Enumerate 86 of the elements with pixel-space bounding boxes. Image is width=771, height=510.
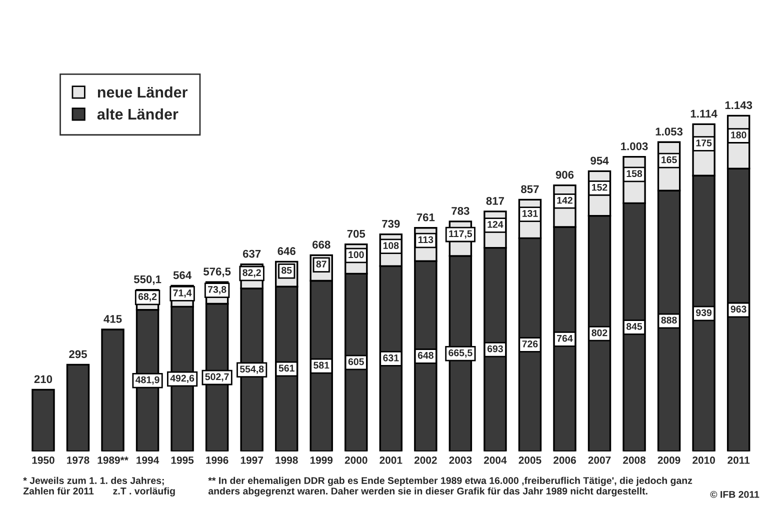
total-label: 1.114: [690, 110, 718, 118]
bar: [66, 364, 90, 452]
data-label: 152: [592, 184, 608, 191]
total-label: 550,1: [134, 275, 162, 285]
data-label: 180: [731, 132, 746, 138]
data-label: 648: [418, 352, 434, 359]
data-label: 963: [730, 306, 746, 313]
x-tick-label: 2010: [692, 456, 715, 464]
data-label: 117,5: [449, 230, 472, 239]
total-label: 1.053: [656, 128, 683, 136]
x-tick-label: 2002: [414, 456, 437, 464]
text: ** In der ehemaligen DDR gab es Ende September 1989 etwa 16.000 ‚freiberuflich Tätige', die jedoch ganz anders abgegrenzt waren. Daher werden sie in dieser Grafik für das Jahr 1989 nicht dargestellt.: [208, 476, 692, 496]
x-tick-label: 2008: [623, 456, 646, 464]
x-tick-label: 2003: [449, 456, 472, 464]
data-label: 554,8: [240, 366, 264, 374]
legend-label: neue Länder: [98, 86, 188, 98]
data-label: 82,2: [242, 269, 261, 278]
total-label: 705: [347, 230, 366, 238]
data-label: 631: [383, 354, 399, 362]
total-label: 1.143: [725, 101, 752, 110]
data-label: 87: [316, 260, 326, 268]
data-label: 142: [557, 196, 572, 204]
bar: [101, 328, 124, 452]
data-label: 108: [383, 242, 399, 250]
data-label: 693: [487, 345, 503, 352]
x-tick-label: 2006: [554, 456, 576, 464]
x-tick-label: 1995: [171, 456, 194, 464]
total-label: 564: [173, 271, 192, 280]
data-label: 888: [661, 316, 677, 324]
x-tick-label: 2004: [484, 456, 507, 464]
total-label: 646: [278, 247, 296, 256]
total-label: 857: [521, 185, 539, 194]
total-label: 739: [382, 220, 400, 228]
data-label: 561: [278, 364, 294, 372]
data-label: 492,6: [170, 374, 194, 384]
x-tick-label: 1989**: [98, 456, 128, 464]
x-tick-label: 1997: [240, 456, 263, 464]
data-label: 165: [662, 156, 677, 164]
data-label: 726: [522, 340, 538, 348]
data-label: 131: [522, 210, 538, 217]
data-label: 175: [696, 140, 712, 146]
total-label: 415: [104, 315, 122, 323]
total-label: 210: [34, 375, 52, 384]
total-label: 761: [416, 213, 435, 222]
data-label: 68,2: [138, 293, 157, 302]
x-tick-label: 2005: [518, 456, 542, 464]
data-label: 502,7: [205, 373, 229, 382]
x-tick-label: 1950: [32, 456, 54, 464]
data-label: 764: [557, 334, 573, 342]
total-label: 295: [69, 350, 87, 358]
x-tick-label: 2007: [588, 456, 611, 464]
total-label: 817: [486, 196, 504, 205]
x-tick-label: 1998: [276, 456, 298, 464]
data-label: 845: [626, 323, 642, 330]
total-label: 906: [556, 170, 574, 179]
x-tick-label: 2001: [380, 456, 402, 464]
data-label: 113: [418, 236, 434, 244]
data-label: 124: [488, 221, 504, 228]
data-label: 481,9: [136, 376, 160, 385]
total-label: 783: [452, 206, 470, 215]
data-label: 939: [696, 309, 712, 316]
legend-label: alte Länder: [97, 108, 178, 120]
text: © IFB 2011: [710, 490, 760, 498]
data-label: 802: [592, 329, 608, 336]
data-label: 85: [282, 266, 292, 274]
data-label: 581: [314, 362, 330, 369]
x-tick-label: 2011: [728, 456, 750, 464]
data-label: 158: [626, 170, 642, 178]
data-label: 71,4: [173, 290, 192, 298]
total-label: 668: [312, 240, 330, 249]
bar: [32, 388, 55, 452]
x-tick-label: 2009: [658, 456, 680, 464]
data-label: 100: [348, 251, 364, 258]
x-tick-label: 2000: [344, 456, 368, 464]
data-label: 605: [348, 358, 364, 366]
x-tick-label: 1996: [206, 456, 228, 464]
data-label: 665,5: [448, 349, 472, 358]
data-label: 73,8: [208, 286, 226, 294]
text: * Jeweils zum 1. 1. des Jahres; Zahlen für 2011 z.T . vorläufig: [23, 476, 175, 496]
total-label: 1.003: [621, 142, 648, 150]
total-label: 954: [590, 156, 609, 165]
x-tick-label: 1999: [310, 456, 333, 464]
x-tick-label: 1994: [136, 456, 160, 464]
total-label: 637: [242, 250, 261, 258]
total-label: 576,5: [204, 268, 231, 278]
x-tick-label: 1978: [67, 456, 90, 464]
